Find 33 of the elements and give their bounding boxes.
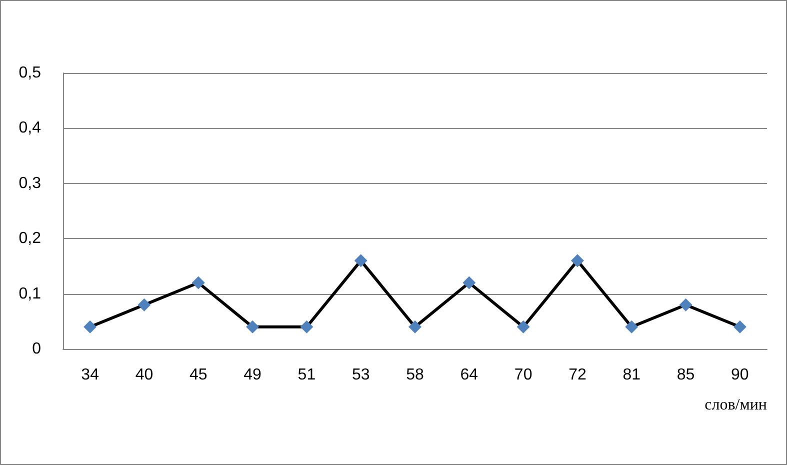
- x-tick-label: 53: [352, 366, 370, 384]
- x-tick-label: 70: [514, 366, 532, 384]
- x-tick-label: 81: [622, 366, 641, 384]
- point: [462, 276, 476, 290]
- y-tick-label: 0,3: [18, 174, 42, 192]
- x-tick-label: 34: [81, 366, 100, 384]
- y-tick-label: 0,4: [18, 120, 42, 137]
- x-axis-title: слов/мин: [704, 396, 768, 414]
- point: [570, 254, 584, 268]
- x-tick-label: 58: [406, 366, 424, 384]
- y-tick-label: 0,5: [18, 64, 42, 82]
- x-tick-label: 85: [676, 366, 695, 384]
- point: [138, 298, 151, 312]
- y-tick-label: 0,1: [18, 285, 42, 302]
- x-tick-label: 72: [568, 366, 586, 384]
- y-tick-label: 0,2: [18, 230, 42, 248]
- point: [192, 276, 205, 290]
- point: [84, 320, 97, 334]
- point: [679, 298, 692, 312]
- point: [733, 320, 746, 334]
- point: [246, 320, 260, 334]
- x-tick-label: 90: [731, 366, 749, 384]
- x-tick-label: 51: [298, 366, 316, 384]
- x-tick-label: 64: [460, 366, 478, 384]
- y-tick-label: 0: [32, 340, 42, 358]
- point: [516, 320, 530, 334]
- x-tick-label: 40: [135, 366, 154, 384]
- point: [300, 320, 314, 334]
- x-tick-label: 49: [244, 366, 262, 384]
- point: [408, 320, 422, 334]
- point: [625, 320, 638, 334]
- point: [354, 254, 368, 268]
- x-tick-label: 45: [189, 366, 208, 384]
